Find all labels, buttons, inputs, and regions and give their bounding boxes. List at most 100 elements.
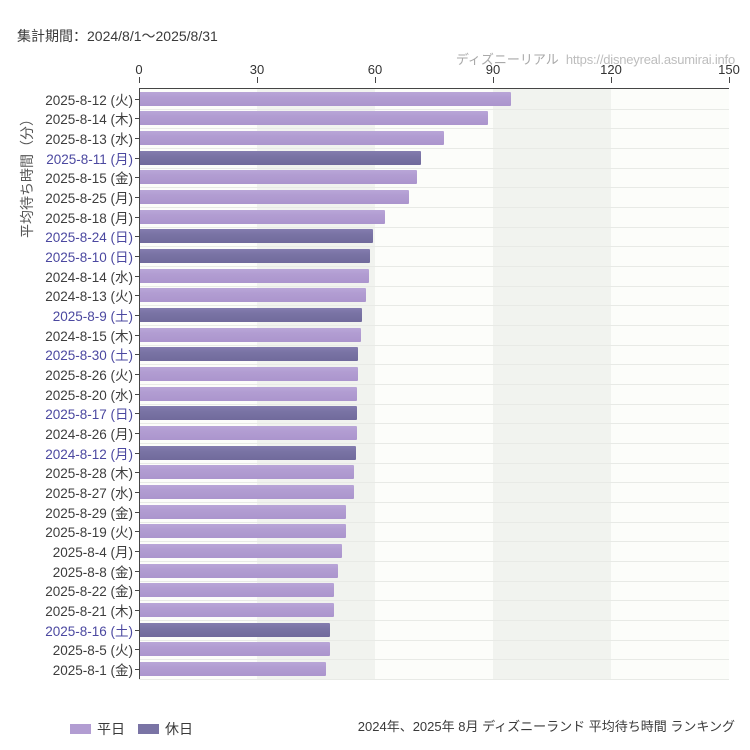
- bar-row: [135, 541, 729, 561]
- category-label: 2025-8-11 (月): [46, 151, 133, 167]
- category-label: 2025-8-12 (火): [45, 92, 133, 108]
- bar-row: [135, 364, 729, 384]
- bar-row: [135, 148, 729, 168]
- gridline: [139, 266, 729, 267]
- bar-weekday: [140, 544, 343, 559]
- gridline: [139, 462, 729, 464]
- gridline: [139, 482, 729, 484]
- bar-weekday: [140, 209, 385, 224]
- bar-weekday: [140, 524, 346, 539]
- y-tick: [135, 629, 139, 631]
- category-label: 2025-8-20 (水): [45, 387, 133, 403]
- y-tick: [135, 275, 139, 277]
- gridline: [139, 226, 729, 228]
- y-tick: [135, 452, 139, 454]
- plot-area: [135, 88, 729, 680]
- gridline: [139, 246, 729, 248]
- bar-weekday: [140, 563, 338, 578]
- bar-holiday: [140, 445, 357, 460]
- bar-row: [135, 325, 729, 345]
- gridline: [139, 620, 729, 621]
- y-tick: [135, 590, 139, 592]
- bar-row: [135, 345, 729, 365]
- gridline: [139, 285, 729, 287]
- bar-weekday: [140, 111, 489, 126]
- gridline: [139, 325, 729, 326]
- x-tick-label: 0: [135, 62, 143, 77]
- gridline: [139, 344, 729, 346]
- category-label: 2025-8-22 (金): [45, 584, 133, 600]
- weekday-swatch-icon: [70, 724, 91, 734]
- bar-row: [135, 89, 729, 109]
- gridline: [139, 207, 729, 208]
- bar-holiday: [140, 249, 370, 264]
- bar-row: [135, 581, 729, 601]
- x-axis: 0 30 60 90 120 150: [135, 0, 740, 89]
- bar-row: [135, 620, 729, 640]
- bar-holiday: [140, 347, 358, 362]
- category-label: 2025-8-24 (日): [45, 230, 133, 246]
- x-axis-line: [139, 88, 729, 89]
- category-label: 2024-8-13 (火): [45, 289, 133, 305]
- bar-row: [135, 286, 729, 306]
- bar-weekday: [140, 662, 326, 677]
- legend-label-weekday: 平日: [97, 721, 125, 737]
- x-tick: [492, 77, 494, 83]
- bar-row: [135, 187, 729, 207]
- bar-weekday: [140, 386, 358, 401]
- legend: 平日 休日: [70, 719, 193, 739]
- gridline: [139, 384, 729, 385]
- y-tick: [135, 393, 139, 395]
- bar-row: [135, 502, 729, 522]
- category-label: 2025-8-18 (月): [45, 210, 133, 226]
- gridline: [139, 128, 729, 130]
- bar-holiday: [140, 308, 362, 323]
- gridline: [139, 580, 729, 582]
- watermark-site-name: ディズニーリアル: [455, 52, 559, 67]
- x-tick-label: 120: [600, 62, 622, 77]
- bar-weekday: [140, 504, 347, 519]
- bar-weekday: [140, 367, 358, 382]
- bar-weekday: [140, 465, 354, 480]
- y-tick: [135, 216, 139, 218]
- bar-holiday: [140, 622, 330, 637]
- y-tick: [135, 511, 139, 513]
- x-tick: [256, 77, 258, 83]
- x-tick-label: 60: [367, 62, 383, 77]
- y-tick: [135, 669, 139, 671]
- bar-row: [135, 128, 729, 148]
- category-label: 2024-8-26 (月): [45, 427, 133, 443]
- y-tick: [135, 649, 139, 651]
- gridline: [139, 364, 729, 366]
- bar-row: [135, 423, 729, 443]
- bar-row: [135, 384, 729, 404]
- category-label: 2025-8-4 (月): [52, 545, 133, 561]
- bar-weekday: [140, 327, 362, 342]
- category-label: 2025-8-8 (金): [52, 564, 133, 580]
- bar-weekday: [140, 603, 334, 618]
- y-tick: [135, 334, 139, 336]
- bar-row: [135, 463, 729, 483]
- category-label: 2025-8-16 (土): [45, 623, 133, 639]
- gridline: [139, 659, 729, 661]
- category-label: 2025-8-15 (金): [45, 171, 133, 187]
- category-label: 2025-8-13 (水): [45, 132, 133, 148]
- y-tick: [135, 138, 139, 140]
- category-label: 2024-8-14 (水): [45, 269, 133, 285]
- category-label: 2025-8-10 (日): [45, 250, 133, 266]
- bar-row: [135, 522, 729, 542]
- bar-row: [135, 443, 729, 463]
- legend-item-holiday: 休日: [138, 719, 193, 739]
- category-label: 2025-8-29 (金): [45, 505, 133, 521]
- category-label: 2025-8-1 (金): [52, 663, 133, 679]
- category-label: 2025-8-28 (木): [45, 466, 133, 482]
- y-tick: [135, 98, 139, 100]
- y-tick: [135, 315, 139, 317]
- category-label: 2025-8-17 (日): [45, 407, 133, 423]
- bar-weekday: [140, 288, 366, 303]
- category-label: 2025-8-30 (土): [45, 348, 133, 364]
- category-label: 2025-8-14 (木): [45, 112, 133, 128]
- bar-weekday: [140, 190, 409, 205]
- bar-row: [135, 246, 729, 266]
